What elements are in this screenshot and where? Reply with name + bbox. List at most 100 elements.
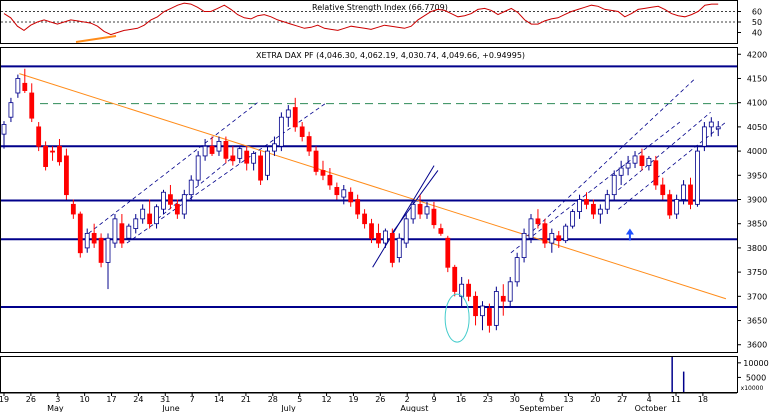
price-tick-label: 4200: [747, 50, 767, 59]
candle-down: [29, 92, 35, 119]
candle-up: [514, 257, 520, 283]
volume-panel-frame: [0, 356, 738, 393]
buy-signal-arrow: [625, 228, 634, 241]
axis-layer: 4050603600365037003750380038503900395040…: [0, 8, 769, 412]
x-tick-label: 21: [241, 395, 251, 404]
price-tick-label: 3700: [747, 292, 767, 301]
candle-down: [348, 191, 354, 203]
x-tick-label: 13: [563, 395, 573, 404]
candle-down: [43, 145, 49, 167]
rsi-tick-label: 60: [752, 8, 762, 17]
candle-up: [681, 184, 686, 200]
x-tick-label: 17: [106, 395, 116, 404]
rsi-title: Relative Strength Index (66.7709): [312, 3, 448, 12]
price-title: XETRA DAX PF (4,046.30, 4,062.19, 4,030.…: [256, 51, 525, 60]
candle-up: [278, 116, 284, 147]
candle-down: [258, 155, 263, 181]
x-tick-label: 14: [214, 395, 224, 404]
candle-down: [688, 184, 693, 205]
candle-up: [521, 232, 527, 258]
candle-down: [98, 237, 104, 263]
price-tick-label: 3800: [747, 244, 767, 253]
rsi-trend-annotation: [75, 35, 117, 43]
trend-channel-line: [618, 112, 711, 191]
candle-up: [646, 157, 652, 167]
price-tick-label: 4050: [747, 123, 767, 132]
candle-down: [584, 199, 589, 205]
x-month-label: October: [635, 404, 668, 412]
candle-down: [70, 203, 76, 215]
price-tick-label: 4100: [747, 99, 767, 108]
x-tick-label: 10: [80, 395, 90, 404]
candle-up: [403, 218, 409, 244]
price-tick-label: 3650: [747, 317, 767, 326]
candle-down: [292, 107, 298, 128]
candle-up: [8, 102, 14, 118]
long-downtrend-line: [19, 73, 727, 300]
candle-down: [36, 126, 42, 147]
x-month-label: September: [519, 404, 564, 412]
x-month-label: June: [161, 404, 180, 412]
candle-down: [376, 232, 381, 244]
candle-down: [362, 213, 367, 225]
candle-up: [611, 174, 617, 196]
candle-up: [272, 143, 277, 152]
candle-down: [22, 82, 28, 91]
candle-down: [660, 184, 666, 196]
candle-up: [126, 225, 132, 239]
x-tick-label: 18: [698, 395, 708, 404]
volume-multiplier-label: x10000: [741, 385, 764, 392]
x-tick-label: 11: [671, 395, 681, 404]
candle-down: [389, 232, 395, 263]
rsi-tick-label: 40: [752, 29, 762, 38]
candle-down: [639, 155, 645, 167]
candle-up: [563, 225, 569, 242]
candle-up: [105, 237, 111, 263]
candle-down: [306, 136, 312, 152]
candle-down: [452, 266, 458, 292]
candle-down: [147, 213, 153, 225]
x-month-label: August: [400, 404, 428, 412]
candle-down: [223, 141, 229, 159]
candle-up: [15, 78, 21, 94]
x-tick-label: 12: [321, 395, 331, 404]
candle-up: [410, 203, 416, 220]
candle-down: [369, 223, 374, 239]
candle-up: [202, 145, 208, 157]
candle-down: [487, 308, 492, 326]
candle-up: [195, 155, 201, 181]
price-tick-label: 3850: [747, 220, 767, 229]
price-tick-label: 3950: [747, 171, 767, 180]
candle-up: [424, 206, 430, 215]
x-tick-label: 9: [432, 395, 437, 404]
candle-up: [216, 141, 222, 152]
candle-down: [438, 228, 444, 234]
candle-down: [653, 160, 659, 186]
candle-down: [50, 150, 55, 153]
candle-up: [161, 191, 166, 210]
x-tick-label: 24: [133, 395, 143, 404]
candle-down: [77, 213, 83, 254]
price-tick-label: 4150: [747, 74, 767, 83]
candle-down: [535, 218, 541, 225]
candle-down: [209, 145, 215, 154]
candle-up: [181, 194, 187, 215]
candle-down: [168, 194, 173, 205]
candle-down: [64, 155, 69, 196]
candle-down: [466, 283, 472, 297]
x-tick-label: 26: [375, 395, 385, 404]
candle-up: [112, 218, 118, 244]
candle-down: [556, 235, 562, 242]
candle-up: [285, 109, 291, 118]
low-highlight-ellipse: [444, 293, 470, 343]
x-tick-label: 23: [483, 395, 493, 404]
x-tick-label: 31: [160, 395, 170, 404]
candle-up: [597, 208, 603, 215]
x-tick-label: 2: [405, 395, 410, 404]
candle-up: [341, 189, 347, 198]
price-tick-label: 3600: [747, 341, 767, 350]
candle-up: [396, 237, 402, 258]
x-tick-label: 5: [297, 395, 302, 404]
